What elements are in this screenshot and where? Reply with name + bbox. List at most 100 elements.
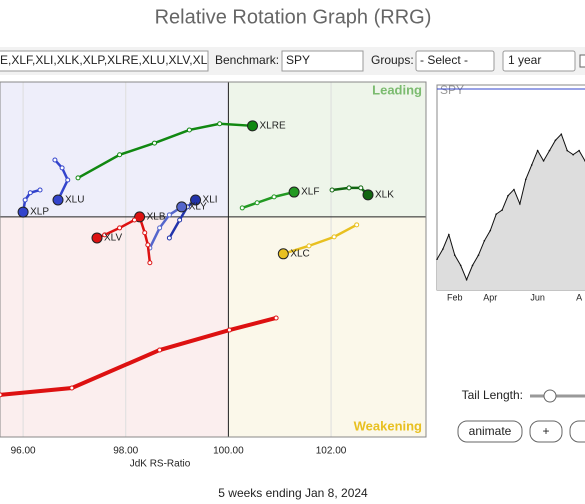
series-label: XLC [290, 248, 309, 259]
checkbox[interactable] [579, 54, 585, 68]
groups-label: Groups: [371, 53, 414, 67]
price-point [448, 233, 450, 236]
price-point [465, 278, 468, 281]
tail-point [329, 187, 335, 193]
plot-border [0, 81, 427, 438]
groups-select[interactable] [415, 50, 495, 72]
benchmark: SPY [286, 53, 310, 67]
footer: 5 weeks ending Jan 8, 2024 [218, 486, 368, 500]
series-label: XLI [203, 195, 218, 206]
price-point [525, 178, 527, 181]
series-label: XLF [301, 187, 319, 198]
tail-point [145, 242, 151, 248]
tail-point [142, 230, 148, 236]
head [247, 120, 259, 132]
tail-point [186, 127, 192, 133]
benchmark-input[interactable] [281, 50, 364, 72]
x-tick-label: 98.00 [113, 446, 138, 457]
price-point [572, 153, 574, 156]
tail-point [59, 165, 65, 171]
head [176, 201, 188, 213]
price-point [471, 264, 474, 267]
tail-point [22, 197, 28, 203]
tail-point [226, 327, 232, 333]
price-point [442, 248, 444, 250]
price-point [542, 160, 545, 162]
tail-point [354, 222, 360, 228]
x-tick-label: 96.00 [11, 446, 36, 457]
tail-point [157, 225, 163, 231]
x-tick-label: Apr [483, 292, 497, 302]
quadrant [0, 82, 229, 217]
price-point [477, 254, 480, 256]
tail [148, 205, 183, 249]
price-point [578, 149, 580, 152]
tail-point [131, 217, 137, 223]
head [288, 186, 300, 198]
tail-point [151, 140, 157, 146]
series-label: XLRE [260, 120, 286, 131]
series-label: XLU [65, 195, 84, 206]
tail [138, 216, 152, 263]
area [437, 134, 585, 290]
tail [53, 159, 70, 201]
tail-point [331, 234, 337, 240]
tail-point [147, 260, 153, 266]
animate-button[interactable] [457, 420, 523, 443]
x-tick-label: 100.00 [213, 446, 244, 457]
series-label: XLV [104, 233, 122, 244]
tail-label: Tail Length: [462, 388, 523, 402]
price-point [566, 149, 569, 152]
slider-handle[interactable] [543, 389, 557, 403]
price-point [495, 213, 498, 215]
period-select[interactable] [502, 50, 576, 72]
tail [77, 122, 253, 180]
head [190, 194, 202, 206]
tail-point [346, 185, 352, 191]
tail-point [37, 187, 43, 193]
tail-point [358, 185, 364, 191]
head [273, 315, 279, 321]
tail-point [117, 152, 123, 158]
price-point [554, 139, 557, 142]
tail-point [27, 190, 33, 196]
series-label: XLY [189, 202, 207, 213]
tail-point [166, 235, 172, 241]
button[interactable] [569, 420, 585, 443]
symbols-input[interactable] [0, 50, 209, 72]
head [17, 206, 29, 218]
tail-point [102, 232, 108, 238]
tail [241, 190, 295, 210]
series-label: XLP [30, 207, 49, 218]
tail-point [65, 177, 71, 183]
x-axis-label: JdK RS-Ratio [130, 459, 191, 470]
period: 1 year [508, 53, 541, 67]
tail-point [0, 392, 3, 398]
x-tick-label: Feb [447, 292, 463, 302]
price-point [536, 149, 539, 152]
plus-text: + [542, 424, 549, 438]
price-point [501, 209, 503, 211]
quadrant [0, 216, 229, 437]
x-tick-label: A [576, 292, 582, 302]
price-point [513, 188, 515, 191]
quadrant [228, 82, 426, 217]
tail-point [306, 243, 312, 249]
price-line [436, 133, 585, 282]
head [277, 248, 289, 260]
x-tick-label: 102.00 [316, 446, 347, 457]
quadrant [228, 216, 426, 437]
head [362, 189, 374, 201]
plus-button[interactable] [529, 420, 563, 443]
price-point [519, 203, 521, 205]
head [52, 194, 64, 206]
tail-point [157, 347, 163, 353]
head [91, 232, 103, 244]
price-point [453, 254, 456, 256]
price-point [489, 229, 492, 232]
tail-point [239, 205, 245, 211]
groups: - Select - [420, 53, 468, 67]
series-label: XLB [147, 212, 166, 223]
series-label: XLK [375, 189, 394, 200]
tail-point [254, 200, 260, 206]
